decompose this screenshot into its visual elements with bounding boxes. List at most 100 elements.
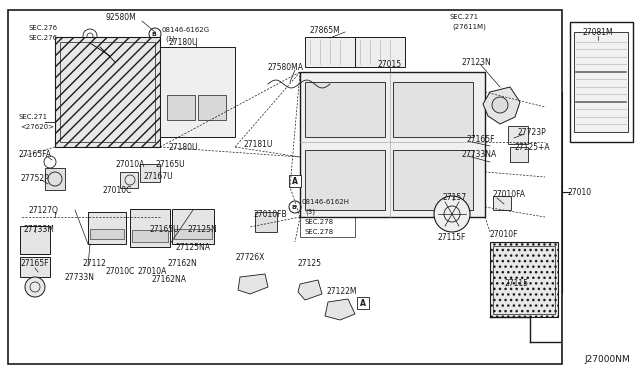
Bar — [289, 175, 301, 187]
Text: 27162N: 27162N — [168, 260, 198, 269]
Bar — [305, 37, 355, 67]
Bar — [393, 82, 473, 137]
Polygon shape — [238, 274, 268, 294]
Text: A: A — [292, 176, 298, 186]
Bar — [167, 95, 195, 120]
Text: <27620>: <27620> — [20, 124, 54, 130]
Text: 27726X: 27726X — [235, 253, 264, 262]
Text: 27115: 27115 — [505, 279, 529, 289]
Bar — [140, 164, 160, 182]
Bar — [130, 209, 170, 247]
Circle shape — [25, 277, 45, 297]
Text: 27162NA: 27162NA — [152, 276, 187, 285]
Bar — [20, 257, 50, 277]
Bar — [160, 47, 235, 137]
Text: 27723P: 27723P — [518, 128, 547, 137]
Text: 27010C: 27010C — [105, 267, 134, 276]
Text: SEC.276: SEC.276 — [28, 25, 57, 31]
Text: 27165U: 27165U — [155, 160, 184, 169]
Text: 27733N: 27733N — [64, 273, 94, 282]
Text: 27112: 27112 — [82, 260, 106, 269]
Text: 27180U: 27180U — [168, 142, 198, 151]
Text: 27122M: 27122M — [327, 288, 358, 296]
Bar — [305, 82, 385, 137]
Text: 27115F: 27115F — [438, 232, 467, 241]
Text: 27157: 27157 — [443, 192, 467, 202]
Text: 08146-6162G: 08146-6162G — [162, 27, 210, 33]
Bar — [300, 72, 485, 217]
Bar — [490, 242, 558, 317]
Bar — [198, 95, 226, 120]
Bar — [393, 150, 473, 210]
Text: B: B — [292, 205, 296, 209]
Text: 27733M: 27733M — [23, 224, 54, 234]
Bar — [510, 147, 528, 162]
Text: 27010: 27010 — [568, 187, 592, 196]
Text: 27081M: 27081M — [582, 28, 613, 36]
Text: 27010C: 27010C — [102, 186, 131, 195]
Bar — [90, 229, 124, 239]
Text: 27580MA: 27580MA — [268, 62, 304, 71]
Text: B: B — [152, 32, 156, 36]
Text: A: A — [360, 298, 366, 308]
Bar — [493, 246, 555, 314]
Bar — [120, 172, 138, 188]
Bar — [357, 297, 369, 309]
Text: 08146-6162H: 08146-6162H — [302, 199, 350, 205]
Polygon shape — [483, 87, 520, 124]
Text: 27125NA: 27125NA — [175, 243, 210, 251]
Text: 27125: 27125 — [298, 260, 322, 269]
Text: 27125+A: 27125+A — [515, 142, 550, 151]
Text: 27015: 27015 — [378, 60, 402, 68]
Text: 27181U: 27181U — [243, 140, 273, 148]
Text: 27127Q: 27127Q — [28, 205, 58, 215]
Text: 27167U: 27167U — [143, 171, 173, 180]
Text: 27123N: 27123N — [462, 58, 492, 67]
Bar — [493, 196, 511, 210]
Text: 27010F: 27010F — [490, 230, 518, 238]
Text: (3): (3) — [305, 209, 315, 215]
Text: J27000NM: J27000NM — [584, 356, 630, 365]
Circle shape — [492, 97, 508, 113]
Bar — [45, 168, 65, 190]
Text: SEC.278: SEC.278 — [305, 229, 334, 235]
Text: 92580M: 92580M — [105, 13, 136, 22]
Text: 27010FA: 27010FA — [493, 189, 526, 199]
Text: 27010A: 27010A — [138, 267, 168, 276]
Bar — [60, 42, 155, 142]
Text: (27611M): (27611M) — [452, 24, 486, 30]
Bar — [508, 126, 528, 144]
Text: 27165FA: 27165FA — [18, 150, 51, 158]
Bar — [20, 226, 50, 254]
Bar — [132, 230, 168, 242]
Bar — [172, 209, 214, 244]
Bar — [300, 217, 355, 237]
Bar — [574, 32, 628, 132]
Text: 27010FB: 27010FB — [253, 209, 287, 218]
Text: SEC.271: SEC.271 — [18, 114, 47, 120]
Text: 27165U: 27165U — [150, 224, 180, 234]
Text: 27180U: 27180U — [168, 38, 198, 46]
Bar — [55, 37, 160, 147]
Bar — [174, 229, 212, 239]
Bar — [355, 37, 405, 67]
Text: 27125N: 27125N — [188, 224, 218, 234]
Text: 27733NA: 27733NA — [462, 150, 497, 158]
Text: 27165F: 27165F — [467, 135, 495, 144]
Bar — [305, 150, 385, 210]
Circle shape — [434, 196, 470, 232]
Text: 27752P: 27752P — [20, 173, 49, 183]
Bar — [8, 10, 562, 364]
Text: 27165F: 27165F — [20, 260, 49, 269]
Polygon shape — [298, 280, 322, 300]
Bar — [88, 212, 126, 244]
Bar — [255, 212, 277, 232]
Text: 27010A: 27010A — [115, 160, 145, 169]
Text: (1): (1) — [165, 36, 175, 42]
Text: SEC.276: SEC.276 — [28, 35, 57, 41]
Polygon shape — [325, 299, 355, 320]
Bar — [570, 22, 633, 142]
Text: 27865M: 27865M — [310, 26, 340, 35]
Text: SEC.271: SEC.271 — [450, 14, 479, 20]
Text: SEC.278: SEC.278 — [305, 219, 334, 225]
